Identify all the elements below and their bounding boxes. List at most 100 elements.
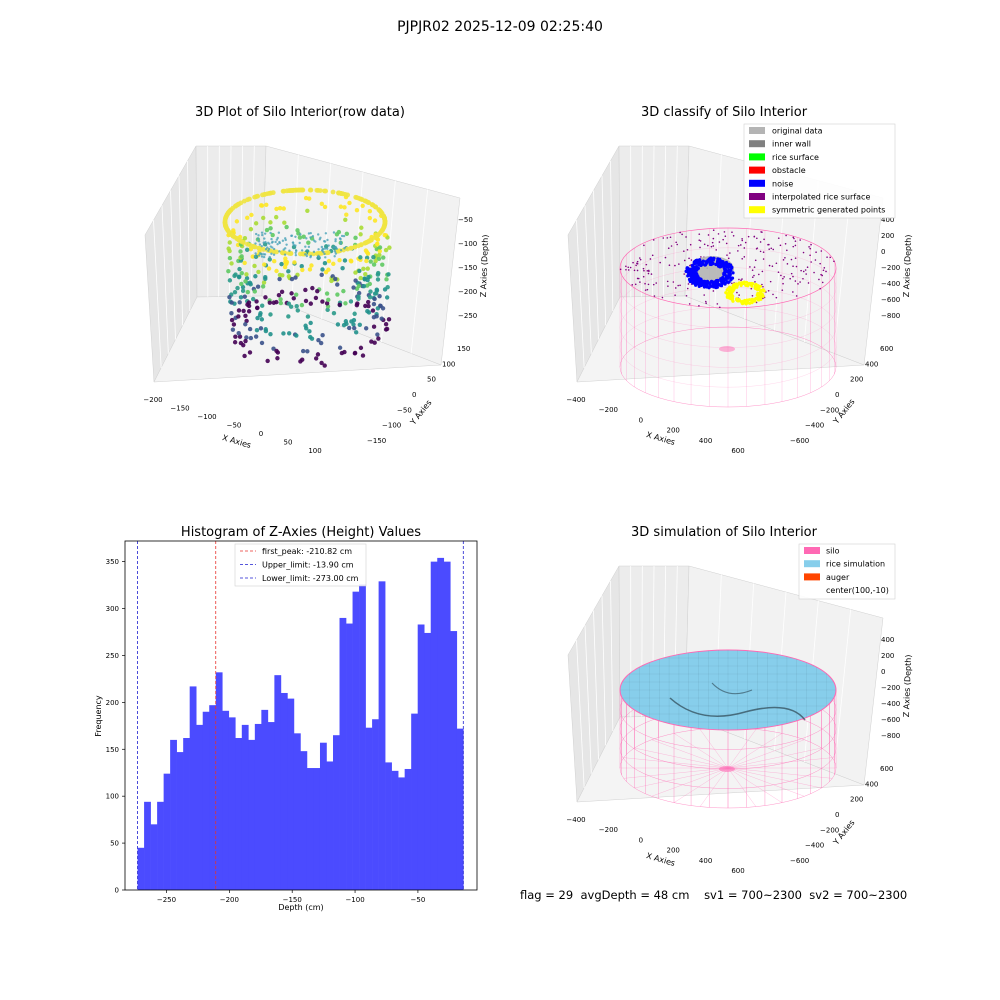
histogram-bar [137, 847, 145, 890]
raw-center-point [307, 245, 311, 249]
histogram-bar [339, 617, 347, 890]
interpolated-point [679, 231, 681, 234]
raw-rim-point [364, 239, 370, 245]
raw-point [243, 313, 248, 318]
symmetric-point [762, 289, 766, 293]
interpolated-point [753, 235, 756, 238]
interpolated-point [802, 251, 805, 254]
x-tick-label: 100 [308, 447, 321, 455]
histogram-bar [196, 724, 204, 890]
raw-center-point [334, 252, 338, 255]
raw-center-point [307, 232, 311, 235]
raw-center-point [323, 247, 327, 250]
avg-depth-value: avgDepth = 48 cm [580, 888, 690, 902]
noise-point [724, 262, 728, 267]
raw-point [240, 288, 246, 294]
histogram-bar [306, 768, 314, 890]
noise-point [693, 279, 697, 283]
raw-point [368, 289, 373, 294]
raw-point [244, 335, 249, 340]
interpolated-point [652, 239, 655, 241]
raw-center-point [309, 231, 312, 235]
raw-point [226, 246, 231, 251]
x-tick-label: −50 [227, 422, 242, 430]
y-tick-label: −50 [397, 406, 412, 414]
interpolated-point [771, 265, 774, 268]
raw-point [259, 340, 265, 346]
interpolated-point [783, 276, 785, 278]
raw-point [242, 260, 247, 266]
raw-point [351, 318, 357, 323]
interpolated-point [674, 287, 677, 289]
silo-floor-spoke [727, 739, 805, 769]
histogram-bar [313, 768, 321, 890]
raw-point [319, 360, 324, 366]
grid-line [178, 175, 184, 326]
z-tick-label: −600 [881, 716, 900, 724]
raw-center-point [284, 237, 287, 240]
raw-rim-point [307, 187, 313, 193]
histogram-bar [157, 801, 164, 890]
raw-point [257, 312, 263, 318]
y-tick-label: 150 [457, 345, 470, 353]
raw-point [275, 356, 280, 361]
raw-point [322, 363, 327, 368]
raw-plot-title: 3D Plot of Silo Interior(row data) [195, 105, 405, 120]
raw-point [286, 331, 292, 336]
raw-center-point [260, 244, 263, 248]
raw-center-point [335, 247, 338, 250]
noise-point [729, 277, 733, 281]
histogram-ylabel: Frequency [94, 695, 103, 737]
raw-rim-point [270, 190, 276, 196]
raw-point [369, 339, 374, 344]
interpolated-point [643, 269, 645, 272]
raw-point [337, 302, 342, 307]
interpolated-point [703, 294, 705, 296]
noise-point [695, 268, 699, 272]
interpolated-point [638, 257, 641, 259]
grid-line [161, 205, 169, 354]
histogram-bar [280, 692, 288, 890]
interpolated-point [625, 268, 627, 271]
raw-point [288, 304, 294, 309]
interpolated-point [806, 266, 809, 268]
raw-center-point [270, 252, 273, 255]
raw-center-point [285, 243, 288, 246]
z-tick-label: −400 [881, 700, 900, 708]
interpolated-point [619, 268, 622, 271]
interpolated-point [823, 267, 826, 269]
interpolated-point [737, 244, 740, 247]
raw-point [353, 235, 358, 241]
raw-point [375, 332, 380, 337]
raw-point [337, 345, 343, 350]
raw-rim-point [300, 251, 306, 257]
z-tick-label: 400 [881, 636, 894, 644]
raw-rim-point [382, 219, 388, 225]
raw-point [255, 305, 260, 311]
interpolated-point [674, 294, 676, 297]
classify-plot-zlabel: Z Axies (Depth) [902, 234, 913, 297]
histogram-bar [333, 735, 340, 890]
raw-center-point [272, 253, 276, 256]
histogram-x-ticks: −250 −200 −150 −100 −50 [157, 890, 425, 904]
raw-rim-point [230, 205, 236, 211]
raw-point [286, 301, 292, 306]
raw-rim-point [252, 244, 258, 250]
raw-point [244, 318, 249, 324]
raw-plot-xlabel: X Axies [221, 433, 252, 450]
interpolated-point [792, 236, 795, 239]
raw-point [254, 299, 259, 304]
symmetric-point [725, 292, 729, 296]
raw-point [376, 256, 382, 262]
raw-point [335, 322, 341, 327]
silo-floor-spoke [651, 767, 729, 797]
raw-center-point [263, 232, 267, 235]
noise-point [694, 260, 699, 264]
raw-point [294, 292, 299, 297]
raw-point [267, 300, 273, 305]
noise-point [703, 279, 707, 284]
grid-line [593, 610, 599, 760]
raw-plot-zlabel: Z Axies (Depth) [479, 234, 490, 297]
raw-rim-point [378, 209, 384, 215]
